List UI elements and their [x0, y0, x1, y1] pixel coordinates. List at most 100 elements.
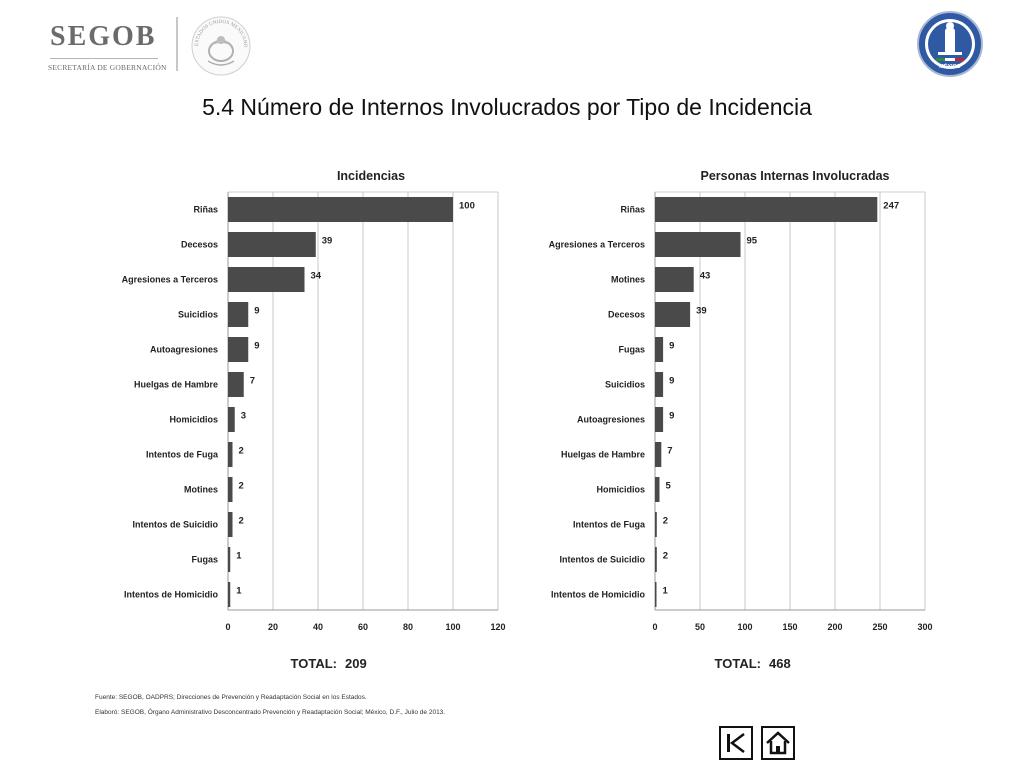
value-label: 100 [459, 201, 475, 212]
bar [655, 512, 657, 537]
bar [655, 197, 878, 222]
value-label: 2 [239, 446, 244, 457]
segob-logo-text: SEGOB [50, 21, 157, 52]
x-tick-label: 100 [445, 622, 460, 632]
value-label: 9 [254, 306, 259, 317]
value-label: 39 [322, 236, 333, 247]
category-label: Intentos de Suicidio [132, 520, 218, 530]
chart-personas-involucradas: Personas Internas Involucradas 0 50 100 150 2… [549, 169, 933, 671]
category-label: Motines [611, 275, 645, 285]
chart-incidencias: Incidencias 0 20 40 60 80 100 120 Riñas 100 Deceso… [122, 169, 506, 671]
category-label: Agresiones a Terceros [122, 275, 218, 285]
segob-logo: SEGOB SECRETARÍA DE GOBERNACIÓN ESTADOS … [40, 15, 255, 77]
value-label: 9 [669, 411, 674, 422]
category-label: Intentos de Homicidio [551, 590, 646, 600]
chart-title: Incidencias [337, 169, 405, 183]
bar [655, 582, 657, 607]
source-note: Fuente: SEGOB, OADPRS; Direcciones de Pr… [95, 694, 367, 701]
bar [228, 372, 244, 397]
category-label: Fugas [191, 555, 218, 565]
bar [655, 547, 657, 572]
logo-divider [176, 17, 178, 71]
category-label: Huelgas de Hambre [561, 450, 645, 460]
x-tick-label: 100 [737, 622, 752, 632]
right-logo-text: MÉXICO [939, 62, 961, 70]
value-label: 7 [667, 446, 672, 457]
category-label: Suicidios [605, 380, 645, 390]
category-label: Agresiones a Terceros [549, 240, 645, 250]
bar [228, 582, 231, 607]
bar [228, 442, 233, 467]
back-button[interactable] [719, 726, 753, 760]
bar [228, 267, 305, 292]
bar [655, 442, 662, 467]
category-label: Suicidios [178, 310, 218, 320]
total-label: TOTAL: [291, 656, 337, 671]
x-tick-label: 60 [358, 622, 368, 632]
category-label: Riñas [193, 205, 218, 215]
value-label: 9 [669, 376, 674, 387]
x-tick-label: 0 [225, 622, 230, 632]
x-tick-label: 80 [403, 622, 413, 632]
value-label: 2 [239, 481, 244, 492]
x-tick-label: 200 [827, 622, 842, 632]
x-tick-label: 250 [872, 622, 887, 632]
value-label: 3 [241, 411, 246, 422]
value-label: 2 [663, 516, 668, 527]
bar [228, 197, 453, 222]
x-tick-label: 150 [782, 622, 797, 632]
x-tick-label: 0 [652, 622, 657, 632]
bar [228, 302, 249, 327]
bar [655, 232, 741, 257]
category-label: Intentos de Homicidio [124, 590, 219, 600]
home-icon [766, 731, 790, 755]
category-label: Intentos de Fuga [146, 450, 219, 460]
bar [655, 407, 664, 432]
x-tick-label: 40 [313, 622, 323, 632]
value-label: 1 [236, 551, 242, 562]
bar [655, 477, 660, 502]
category-label: Homicidios [169, 415, 218, 425]
category-label: Fugas [618, 345, 645, 355]
bar [655, 337, 664, 362]
bar [228, 337, 249, 362]
value-label: 95 [747, 236, 758, 247]
value-label: 1 [236, 586, 242, 597]
category-label: Intentos de Suicidio [559, 555, 645, 565]
segob-logo-subtitle: SECRETARÍA DE GOBERNACIÓN [48, 63, 167, 72]
x-tick-label: 20 [268, 622, 278, 632]
value-label: 2 [239, 516, 244, 527]
total-value: 209 [345, 656, 367, 671]
category-label: Motines [184, 485, 218, 495]
total-value: 468 [769, 656, 791, 671]
bar [228, 477, 233, 502]
value-label: 9 [669, 341, 674, 352]
value-label: 247 [883, 201, 899, 212]
bar [655, 267, 694, 292]
category-label: Huelgas de Hambre [134, 380, 218, 390]
bar [655, 302, 691, 327]
bar [655, 372, 664, 397]
category-label: Autoagresiones [577, 415, 645, 425]
value-label: 43 [700, 271, 711, 282]
skip-back-icon [727, 733, 745, 753]
page-title: 5.4 Número de Internos Involucrados por … [202, 94, 812, 120]
segob-logo-rule [50, 58, 158, 59]
value-label: 1 [663, 586, 669, 597]
x-tick-label: 300 [917, 622, 932, 632]
value-label: 34 [311, 271, 322, 282]
category-label: Decesos [181, 240, 218, 250]
elaboro-note: Elaboró: SEGOB, Órgano Administrativo De… [95, 709, 446, 716]
x-tick-label: 50 [695, 622, 705, 632]
total-label: TOTAL: [715, 656, 761, 671]
bar [228, 407, 235, 432]
category-label: Decesos [608, 310, 645, 320]
bar [228, 512, 233, 537]
value-label: 39 [696, 306, 707, 317]
category-label: Autoagresiones [150, 345, 218, 355]
value-label: 5 [666, 481, 672, 492]
chart-title: Personas Internas Involucradas [701, 169, 890, 183]
home-button[interactable] [761, 726, 795, 760]
prevencion-logo-icon: MÉXICO [917, 11, 983, 77]
